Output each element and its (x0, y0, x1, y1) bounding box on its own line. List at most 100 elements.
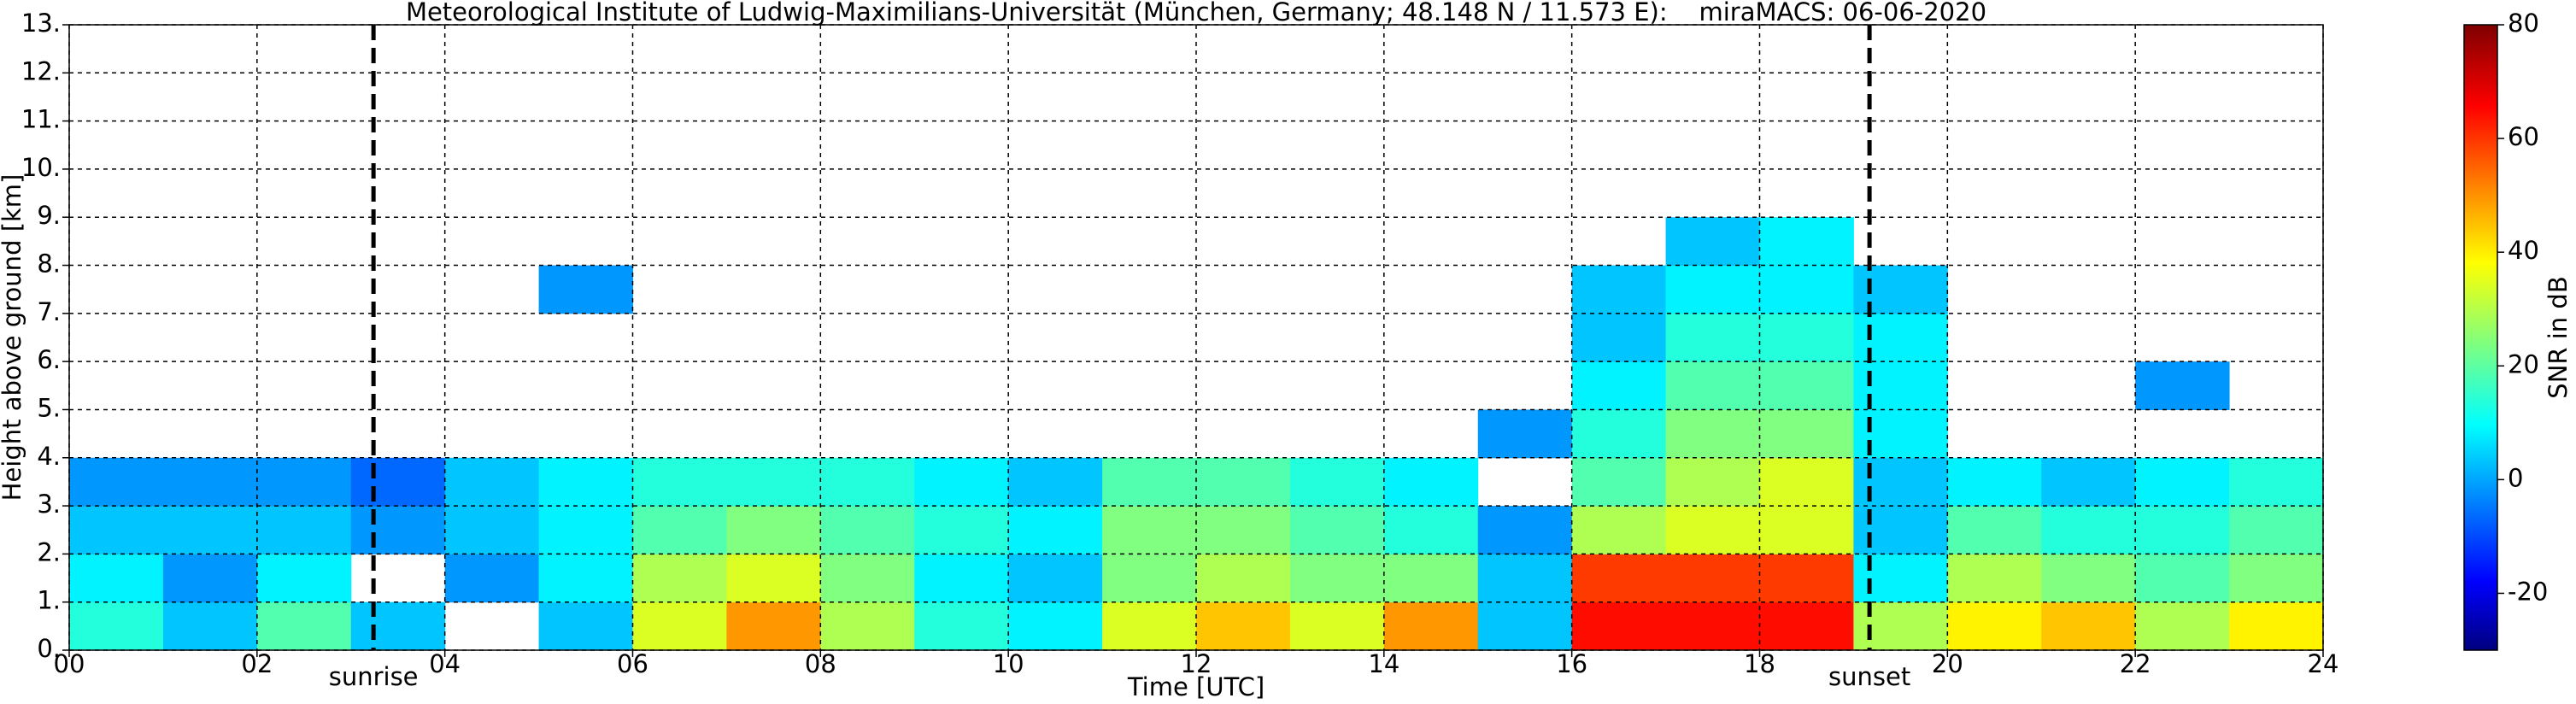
heatmap-cell (538, 265, 633, 314)
colorbar (2464, 25, 2497, 650)
colorbar-tick-label: 0 (2508, 463, 2523, 492)
y-tick-label: 8. (37, 249, 61, 279)
heatmap-cell (1665, 361, 1760, 410)
heatmap-cell (1289, 457, 1385, 507)
heatmap-cell (1759, 217, 1854, 267)
x-tick-label: 24 (2308, 649, 2339, 678)
x-tick-label: 14 (1368, 649, 1399, 678)
heatmap-cell (1665, 217, 1760, 267)
heatmap-cell (2135, 601, 2230, 651)
heatmap-cell (1289, 601, 1385, 651)
heatmap-cell (1008, 601, 1103, 651)
heatmap-cell (1665, 313, 1760, 362)
heatmap-cell (1759, 265, 1854, 314)
heatmap-cell (726, 601, 821, 651)
heatmap-cell (1665, 265, 1760, 314)
y-tick-label: 9. (37, 201, 61, 230)
heatmap-cell (2229, 601, 2324, 651)
heatmap-cell (256, 601, 352, 651)
heatmap-cell (1008, 506, 1103, 554)
heatmap-cell (820, 601, 915, 651)
heatmap-cell (1665, 409, 1760, 459)
heatmap-cell (1759, 409, 1854, 459)
heatmap-cell (538, 554, 633, 603)
heatmap-cell (1383, 601, 1479, 651)
heatmap-cell (2041, 554, 2136, 603)
annotation-label: sunset (1828, 662, 1910, 691)
heatmap-cell (1102, 601, 1197, 651)
heatmap-cell (1571, 265, 1667, 314)
heatmap-cell (1759, 313, 1854, 362)
y-tick-label: 2. (37, 537, 61, 566)
x-tick-label: 02 (241, 649, 273, 678)
heatmap-cell (820, 457, 915, 507)
chart-title: Meteorological Institute of Ludwig-Maxim… (406, 0, 1986, 26)
plot-frame (68, 24, 2324, 651)
heatmap-cell (350, 506, 446, 554)
colorbar-tick-label: -20 (2508, 577, 2548, 606)
heatmap-cell (538, 457, 633, 507)
heatmap-cell (1571, 506, 1667, 554)
y-tick-label: 10. (21, 153, 61, 182)
heatmap-cell (820, 506, 915, 554)
heatmap-cell (632, 457, 727, 507)
x-axis-label: Time [UTC] (1127, 672, 1265, 701)
colorbar-tick-label: 60 (2508, 122, 2539, 151)
heatmap-cell (1665, 601, 1760, 651)
heatmap-cell (1102, 554, 1197, 603)
x-tick-label: 00 (54, 649, 85, 678)
heatmap-cell (69, 554, 164, 603)
heatmap-cell (2229, 506, 2324, 554)
heatmap-cell (2135, 361, 2230, 410)
y-tick-label: 0. (37, 634, 61, 663)
heatmap-cell (632, 554, 727, 603)
heatmap-cell (1383, 506, 1479, 554)
heatmap-cell (69, 601, 164, 651)
heatmap-cell (162, 554, 258, 603)
heatmap-cell (162, 506, 258, 554)
heatmap-cell (632, 601, 727, 651)
heatmap-cell (444, 457, 540, 507)
x-tick-label: 22 (2120, 649, 2151, 678)
heatmap-cell (256, 554, 352, 603)
heatmap-cell (1947, 601, 2042, 651)
heatmap-cell (1571, 554, 1667, 603)
heatmap-cell (1571, 313, 1667, 362)
y-tick-label: 12. (21, 56, 61, 85)
heatmap-cell (2041, 457, 2136, 507)
x-tick-label: 06 (617, 649, 648, 678)
heatmap-cell (1008, 554, 1103, 603)
y-tick-label: 13. (21, 9, 61, 38)
heatmap-cell (444, 554, 540, 603)
heatmap-cell (350, 457, 446, 507)
heatmap-cell (1477, 554, 1573, 603)
heatmap-cell (1196, 601, 1291, 651)
colorbar-frame (2463, 24, 2498, 651)
heatmap-cell (444, 506, 540, 554)
heatmap-cell (1383, 457, 1479, 507)
heatmap-cell (1477, 601, 1573, 651)
y-axis-label: Height above ground [km] (0, 174, 26, 502)
heatmap-cell (1196, 457, 1291, 507)
heatmap-cell (1571, 457, 1667, 507)
heatmap-cell (1947, 554, 2042, 603)
heatmap-cell (1196, 554, 1291, 603)
heatmap-cell (632, 506, 727, 554)
heatmap-cell (538, 601, 633, 651)
heatmap-cell (1665, 506, 1760, 554)
heatmap-cell (1289, 554, 1385, 603)
heatmap-cell (1102, 457, 1197, 507)
heatmap-cell (538, 506, 633, 554)
heatmap-cell (726, 506, 821, 554)
heatmap-cell (914, 601, 1009, 651)
y-tick-label: 11. (21, 105, 61, 134)
heatmap-cell (1477, 409, 1573, 459)
heatmap-cell (726, 457, 821, 507)
heatmap-cell (1571, 361, 1667, 410)
heatmap-cell (2041, 506, 2136, 554)
heatmap-cell (1383, 554, 1479, 603)
heatmap-cell (1759, 601, 1854, 651)
heatmap-cell (1008, 457, 1103, 507)
y-tick-label: 4. (37, 442, 61, 471)
x-tick-label: 04 (429, 649, 461, 678)
